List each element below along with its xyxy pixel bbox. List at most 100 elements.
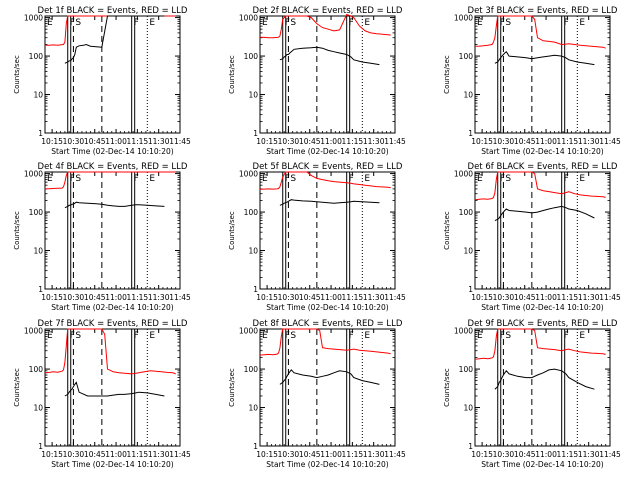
y-tick-label: 1000 (239, 14, 258, 23)
panel-title: Det 6f BLACK = Events, RED = LLD (468, 162, 618, 172)
panel-det-3f: Det 3f BLACK = Events, RED = LLD 1 10 100 10… (443, 6, 621, 156)
x-tick-label: 10:30 (63, 450, 85, 459)
y-axis-label: Counts/sec (228, 55, 236, 94)
series-line-events (279, 199, 380, 206)
phase-marker-label: E (262, 174, 268, 184)
plot-frame (259, 15, 396, 134)
series-line-events (279, 46, 380, 66)
y-tick-label: 1 (253, 129, 258, 138)
x-tick-label: 11:15 (557, 293, 579, 302)
x-tick-label: 11:15 (342, 293, 364, 302)
x-tick-label: 10:30 (63, 293, 85, 302)
y-tick-label: 1 (468, 285, 473, 294)
series-line-lld (474, 328, 606, 360)
x-tick-label: 11:00 (320, 137, 342, 146)
y-tick-label: 100 (459, 365, 474, 374)
phase-marker-label: F (564, 18, 569, 28)
phase-marker-label: E (579, 331, 585, 341)
x-tick-label: 11:30 (578, 450, 600, 459)
x-axis-label: Start Time (02-Dec-14 10:10:20) (481, 303, 603, 312)
y-axis-label: Counts/sec (13, 211, 21, 250)
phase-marker-label: E (579, 174, 585, 184)
x-tick-label: 11:30 (363, 450, 385, 459)
y-tick-label: 1 (468, 442, 473, 451)
phase-marker-label: F (564, 331, 569, 341)
y-tick-label: 1 (253, 285, 258, 294)
phase-marker-label: S (75, 331, 81, 341)
x-tick-label: 11:15 (127, 137, 149, 146)
x-tick-label: 11:45 (384, 293, 406, 302)
x-tick-label: 10:15 (41, 293, 63, 302)
x-axis-label: Start Time (02-Dec-14 10:10:20) (266, 303, 388, 312)
phase-marker-label: S (505, 174, 511, 184)
x-tick-label: 10:30 (278, 450, 300, 459)
x-tick-label: 11:00 (105, 293, 127, 302)
y-tick-label: 10 (463, 91, 473, 100)
x-tick-label: 10:45 (84, 137, 106, 146)
y-tick-label: 1 (38, 285, 43, 294)
panel-title: Det 8f BLACK = Events, RED = LLD (253, 319, 403, 329)
y-tick-label: 1 (38, 129, 43, 138)
x-tick-label: 10:30 (278, 137, 300, 146)
x-tick-label: 11:00 (320, 450, 342, 459)
phase-marker-label: F (500, 331, 505, 341)
panel-title: Det 2f BLACK = Events, RED = LLD (253, 6, 403, 16)
x-tick-label: 10:15 (471, 137, 493, 146)
x-tick-label: 11:00 (105, 137, 127, 146)
x-tick-label: 11:45 (599, 293, 621, 302)
plot-frame (44, 328, 181, 447)
x-tick-label: 10:30 (493, 293, 515, 302)
phase-marker-label: F (349, 174, 354, 184)
plot-frame (44, 171, 181, 290)
x-tick-label: 10:15 (256, 293, 278, 302)
x-tick-label: 10:45 (299, 293, 321, 302)
x-tick-label: 11:15 (342, 450, 364, 459)
y-tick-label: 100 (459, 52, 474, 61)
x-tick-label: 11:15 (127, 293, 149, 302)
series-line-lld (259, 171, 391, 190)
x-axis-label: Start Time (02-Dec-14 10:10:20) (51, 303, 173, 312)
phase-marker-label: E (364, 331, 370, 341)
x-tick-label: 11:30 (363, 137, 385, 146)
plot-frame (259, 328, 396, 447)
x-tick-label: 11:00 (320, 293, 342, 302)
x-tick-label: 11:15 (557, 450, 579, 459)
x-tick-label: 10:15 (41, 450, 63, 459)
phase-marker-label: S (290, 18, 296, 28)
phase-marker-label: E (477, 331, 483, 341)
x-tick-label: 11:45 (169, 137, 191, 146)
y-tick-label: 10 (463, 404, 473, 413)
y-axis-label: Counts/sec (228, 368, 236, 407)
x-tick-label: 11:30 (148, 137, 170, 146)
series-line-lld (44, 15, 176, 46)
y-tick-label: 1000 (24, 14, 43, 23)
phase-marker-label: F (70, 331, 75, 341)
phase-marker-label: F (285, 174, 290, 184)
phase-marker-label: E (149, 331, 155, 341)
panel-det-2f: Det 2f BLACK = Events, RED = LLD 1 10 100 10… (228, 6, 406, 156)
x-tick-label: 11:30 (578, 137, 600, 146)
x-axis-label: Start Time (02-Dec-14 10:10:20) (481, 147, 603, 156)
x-tick-label: 11:00 (535, 137, 557, 146)
x-tick-label: 10:45 (514, 293, 536, 302)
x-tick-label: 11:00 (535, 450, 557, 459)
x-tick-label: 11:15 (342, 137, 364, 146)
y-tick-label: 10 (248, 247, 258, 256)
series-line-events (64, 15, 165, 64)
x-tick-label: 10:45 (514, 137, 536, 146)
phase-marker-label: F (134, 18, 139, 28)
y-tick-label: 1000 (24, 170, 43, 179)
y-tick-label: 10 (248, 91, 258, 100)
phase-marker-label: F (285, 18, 290, 28)
y-tick-label: 1000 (239, 327, 258, 336)
phase-marker-label: S (75, 18, 81, 28)
panel-det-9f: Det 9f BLACK = Events, RED = LLD 1 10 100 10… (443, 319, 621, 469)
y-tick-label: 10 (33, 91, 43, 100)
x-tick-label: 11:15 (557, 137, 579, 146)
x-tick-label: 10:45 (84, 450, 106, 459)
y-tick-label: 1000 (454, 170, 473, 179)
x-tick-label: 10:15 (256, 137, 278, 146)
y-tick-label: 10 (33, 404, 43, 413)
x-tick-label: 10:30 (493, 450, 515, 459)
